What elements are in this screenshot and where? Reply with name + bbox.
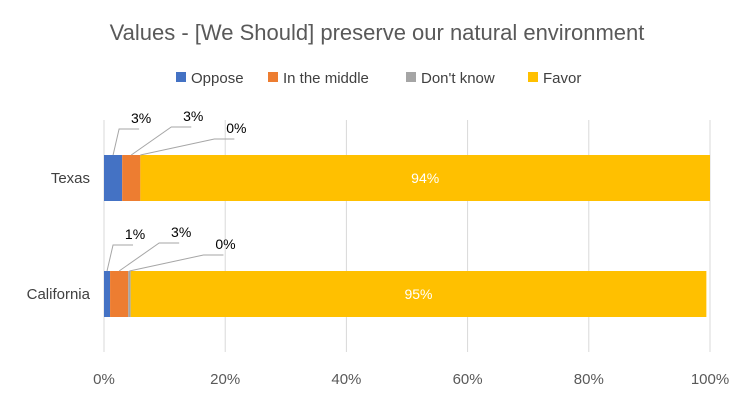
- data-label: 3%: [183, 108, 203, 124]
- category-label: California: [27, 286, 91, 303]
- leader-lines: [106, 126, 235, 272]
- bar-in-the-middle: [122, 155, 141, 201]
- x-axis: 0% 20% 40% 60% 80% 100%: [93, 371, 729, 388]
- legend-label-dont-know: Don't know: [421, 70, 495, 87]
- data-label: 0%: [215, 236, 235, 252]
- legend-label-in-the-middle: In the middle: [283, 70, 369, 87]
- legend-swatch-favor: [528, 72, 538, 82]
- leader-line: [106, 244, 134, 272]
- gridlines: [103, 120, 711, 352]
- legend-swatch-in-the-middle: [268, 72, 278, 82]
- leader-line: [140, 138, 235, 156]
- x-tick-label: 40%: [331, 371, 361, 388]
- data-label: 0%: [226, 120, 246, 136]
- leader-line: [130, 126, 192, 156]
- x-tick-label: 80%: [574, 371, 604, 388]
- data-label: 3%: [131, 110, 151, 126]
- bar-favor: [140, 155, 711, 201]
- legend: Oppose In the middle Don't know Favor: [176, 70, 581, 87]
- data-label: 3%: [171, 224, 191, 240]
- legend-swatch-oppose: [176, 72, 186, 82]
- category-label: Texas: [51, 170, 90, 187]
- x-tick-label: 20%: [210, 371, 240, 388]
- chart-title: Values - [We Should] preserve our natura…: [110, 20, 645, 45]
- bar-don-t-know: [128, 271, 131, 317]
- leader-line: [112, 128, 140, 156]
- x-tick-label: 100%: [691, 371, 729, 388]
- x-tick-label: 0%: [93, 371, 115, 388]
- leader-line: [118, 242, 180, 272]
- bar-in-the-middle: [110, 271, 129, 317]
- bar-oppose: [104, 271, 111, 317]
- leader-line: [129, 254, 224, 272]
- bars: [104, 155, 711, 317]
- data-label: 94%: [411, 170, 439, 186]
- legend-label-oppose: Oppose: [191, 70, 244, 87]
- bar-oppose: [104, 155, 123, 201]
- data-label: 95%: [404, 286, 432, 302]
- y-axis: Texas California: [27, 170, 91, 303]
- data-labels: 3% 3% 0% 94% 1% 3% 0% 95%: [125, 108, 439, 302]
- x-tick-label: 60%: [453, 371, 483, 388]
- bar-favor: [130, 271, 707, 317]
- legend-swatch-dont-know: [406, 72, 416, 82]
- legend-label-favor: Favor: [543, 70, 581, 87]
- data-label: 1%: [125, 226, 145, 242]
